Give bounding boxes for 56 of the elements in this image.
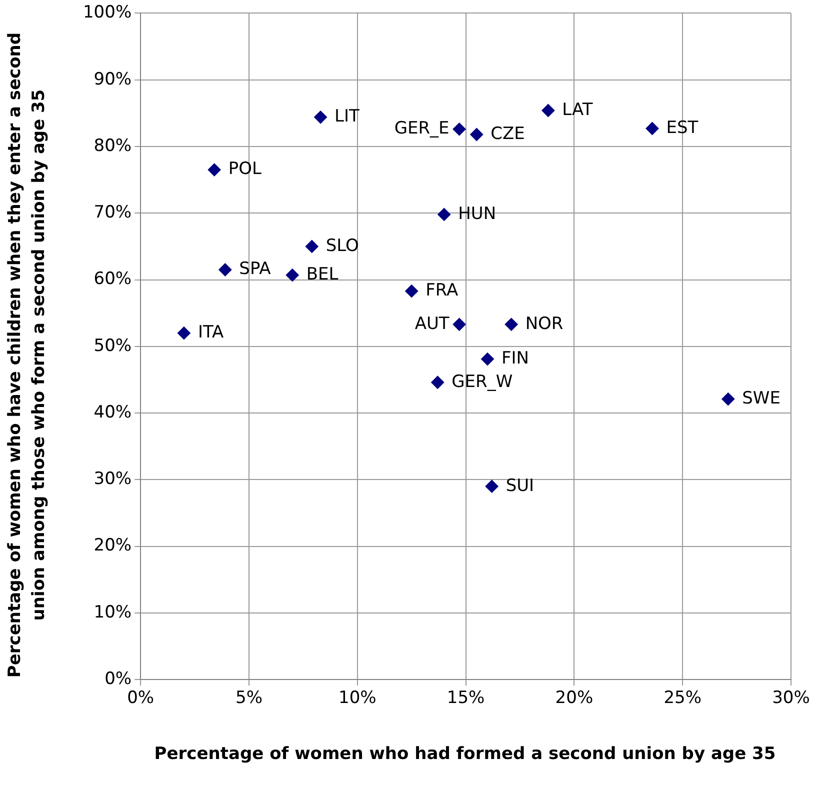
y-tick-label: 60% xyxy=(94,269,132,290)
annotation: SWE xyxy=(742,388,780,408)
point xyxy=(405,284,418,298)
point xyxy=(314,110,328,124)
point xyxy=(452,122,466,136)
y-tick-label: 20% xyxy=(94,536,132,556)
point xyxy=(480,352,494,366)
point xyxy=(208,163,221,176)
annotation: LAT xyxy=(562,100,594,120)
point xyxy=(218,263,232,276)
point xyxy=(646,122,659,135)
y-tick-label: 30% xyxy=(94,469,132,490)
point xyxy=(504,318,518,331)
annotation: GER_E xyxy=(394,118,450,139)
annotation: BEL xyxy=(306,264,339,285)
x-tick-label: 0% xyxy=(127,688,154,708)
point xyxy=(485,480,498,493)
y-tick-label: 70% xyxy=(94,202,132,223)
annotation: FIN xyxy=(501,348,529,368)
point xyxy=(431,376,444,389)
annotation: POL xyxy=(228,159,262,180)
annotation: AUT xyxy=(414,314,450,334)
annotation: SPA xyxy=(239,259,272,280)
annotation: GER_W xyxy=(452,372,513,392)
annotation: CZE xyxy=(490,124,525,144)
annotation: LIT xyxy=(334,106,360,127)
point xyxy=(470,128,484,141)
y-axis-title: Percentage of women who have children when they enter a second union among those who form a second union by age 35 xyxy=(4,31,50,680)
y-tick-label: 10% xyxy=(94,602,132,622)
annotation: EST xyxy=(666,118,699,138)
point xyxy=(286,268,299,282)
y-tick-label: 90% xyxy=(94,69,132,90)
x-tick-label: 15% xyxy=(446,688,485,708)
annotation: SLO xyxy=(326,236,359,256)
point xyxy=(452,318,466,331)
x-axis-title: Percentage of women who had formed a second union by age 35 xyxy=(153,743,777,766)
x-tick-label: 5% xyxy=(236,688,262,708)
point xyxy=(438,208,451,221)
y-tick-label: 40% xyxy=(94,402,132,422)
annotation: ITA xyxy=(198,322,224,342)
x-tick-label: 25% xyxy=(664,688,702,708)
x-tick-label: 10% xyxy=(338,688,376,708)
x-tick-label: 30% xyxy=(772,688,810,708)
y-tick-label: 0% xyxy=(104,669,132,690)
point xyxy=(305,240,318,253)
y-tick-label: 80% xyxy=(94,136,132,156)
annotation: SUI xyxy=(506,476,534,496)
annotation: NOR xyxy=(525,314,564,334)
y-tick-label: 50% xyxy=(94,336,132,356)
x-tick-label: 20% xyxy=(555,688,594,708)
annotation: FRA xyxy=(426,280,458,301)
y-tick-label: 100% xyxy=(82,2,132,23)
point xyxy=(722,392,735,406)
point xyxy=(177,326,190,340)
point xyxy=(542,104,555,117)
annotation: HUN xyxy=(458,204,496,224)
